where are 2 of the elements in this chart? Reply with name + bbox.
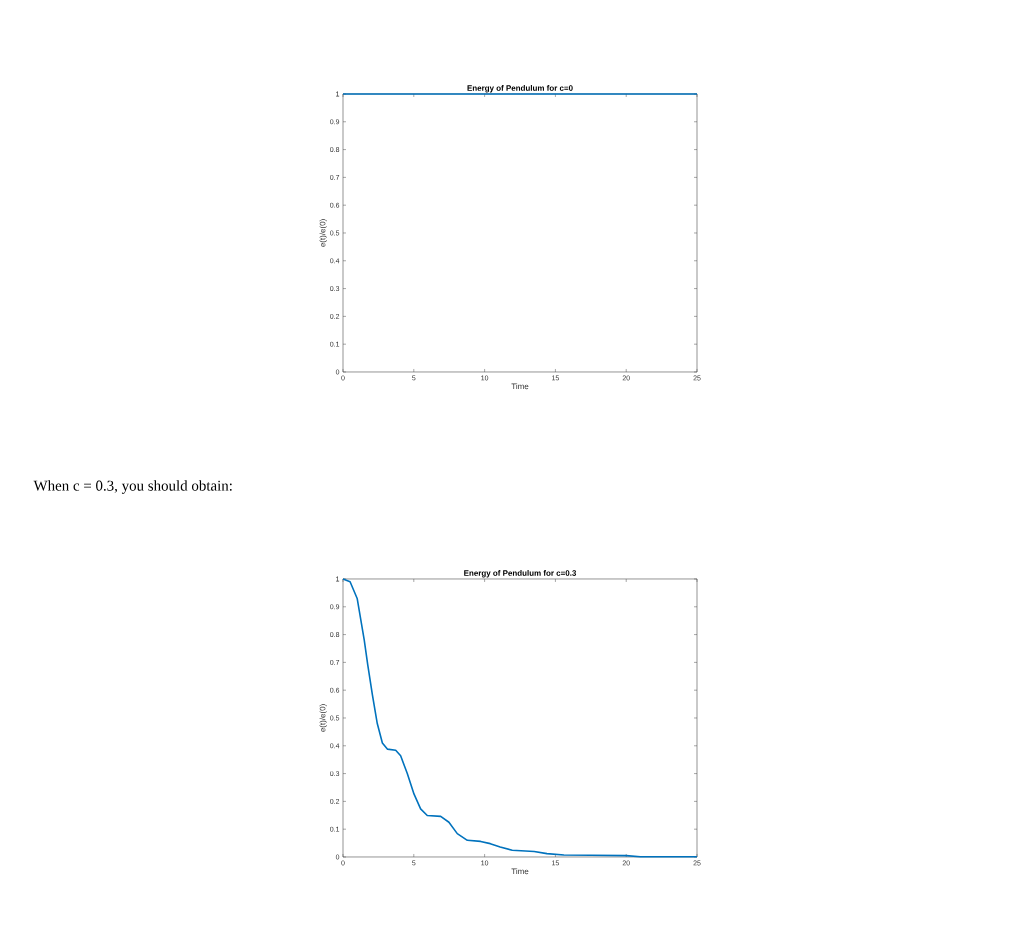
line-series	[342, 578, 698, 858]
text: When c = 0.3, you should obtain:	[33, 480, 232, 494]
